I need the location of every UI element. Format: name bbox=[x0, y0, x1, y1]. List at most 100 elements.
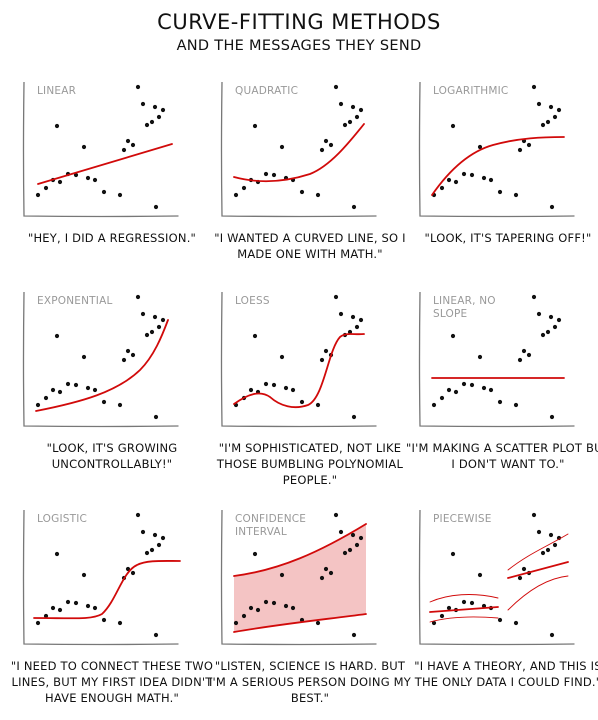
data-point bbox=[549, 632, 555, 638]
data-point bbox=[315, 192, 321, 198]
data-point bbox=[81, 354, 87, 360]
data-point bbox=[347, 119, 353, 125]
data-point bbox=[125, 138, 131, 144]
data-point bbox=[350, 314, 356, 320]
data-point bbox=[101, 617, 107, 623]
panel-quadratic: QUADRATIC "I WANTED A CURVED LINE, SO I … bbox=[214, 82, 406, 292]
data-point bbox=[333, 84, 339, 90]
data-point bbox=[319, 147, 325, 153]
panel-label: LINEAR, NO SLOPE bbox=[433, 295, 496, 320]
data-point bbox=[354, 114, 360, 120]
data-point bbox=[342, 122, 348, 128]
data-point bbox=[358, 107, 364, 113]
data-point bbox=[323, 566, 329, 572]
data-point bbox=[73, 382, 79, 388]
data-point bbox=[156, 542, 162, 548]
data-point bbox=[446, 387, 452, 393]
error-curve bbox=[507, 575, 569, 611]
data-point bbox=[299, 399, 305, 405]
plot-canvas bbox=[22, 82, 179, 218]
data-point bbox=[347, 547, 353, 553]
error-curve bbox=[429, 594, 499, 603]
data-point bbox=[531, 84, 537, 90]
data-point bbox=[536, 529, 542, 535]
data-point bbox=[552, 324, 558, 330]
data-point bbox=[130, 570, 136, 576]
panel-confidence-interval: CONFIDENCE INTERVAL "LISTEN, SCIENCE IS … bbox=[209, 510, 411, 720]
plot-canvas bbox=[220, 292, 377, 428]
data-point bbox=[540, 122, 546, 128]
data-point bbox=[130, 142, 136, 148]
data-point bbox=[279, 354, 285, 360]
data-point bbox=[521, 348, 527, 354]
data-point bbox=[338, 101, 344, 107]
data-point bbox=[156, 324, 162, 330]
plot-loess bbox=[220, 292, 400, 437]
data-point bbox=[450, 333, 456, 339]
plot-confidence-interval bbox=[220, 510, 400, 655]
panel-label: LOESS bbox=[235, 295, 270, 307]
data-point bbox=[351, 414, 357, 420]
data-point bbox=[517, 357, 523, 363]
data-point bbox=[57, 179, 63, 185]
data-point bbox=[545, 119, 551, 125]
plot-canvas bbox=[220, 510, 377, 646]
panel-logistic: LOGISTIC "I NEED TO CONNECT THESE TWO LI… bbox=[11, 510, 213, 720]
panel-linear-no-slope: LINEAR, NO SLOPE "I'M MAKING A SCATTER P… bbox=[406, 292, 598, 502]
plot-canvas bbox=[418, 292, 575, 428]
data-point bbox=[57, 607, 63, 613]
data-point bbox=[545, 329, 551, 335]
panel-caption: "I WANTED A CURVED LINE, SO I MADE ONE W… bbox=[214, 231, 406, 261]
data-point bbox=[319, 357, 325, 363]
data-point bbox=[248, 605, 254, 611]
data-point bbox=[338, 529, 344, 535]
data-point bbox=[43, 395, 49, 401]
panel-label: CONFIDENCE INTERVAL bbox=[235, 513, 307, 538]
data-point bbox=[488, 387, 494, 393]
data-point bbox=[252, 333, 258, 339]
panel-label: LINEAR bbox=[37, 85, 77, 97]
panel-label: EXPONENTIAL bbox=[37, 295, 113, 307]
data-point bbox=[140, 311, 146, 317]
fit-curve bbox=[35, 319, 169, 412]
panel-caption: "LISTEN, SCIENCE IS HARD. BUT I'M A SERI… bbox=[208, 659, 412, 705]
data-point bbox=[323, 138, 329, 144]
data-point bbox=[156, 114, 162, 120]
data-point bbox=[241, 185, 247, 191]
data-point bbox=[497, 617, 503, 623]
data-point bbox=[453, 389, 459, 395]
data-point bbox=[160, 535, 166, 541]
data-point bbox=[125, 348, 131, 354]
data-point bbox=[81, 144, 87, 150]
data-point bbox=[252, 123, 258, 129]
data-point bbox=[431, 402, 437, 408]
data-point bbox=[358, 535, 364, 541]
data-point bbox=[263, 381, 269, 387]
data-point bbox=[54, 333, 60, 339]
plot-axes bbox=[418, 82, 575, 218]
plot-axes bbox=[220, 82, 377, 218]
data-point bbox=[81, 572, 87, 578]
plot-canvas bbox=[220, 82, 377, 218]
panel-caption: "HEY, I DID A REGRESSION." bbox=[27, 231, 197, 245]
data-point bbox=[85, 385, 91, 391]
data-point bbox=[85, 603, 91, 609]
plot-logistic bbox=[22, 510, 202, 655]
data-point bbox=[549, 204, 555, 210]
data-point bbox=[279, 144, 285, 150]
data-point bbox=[144, 332, 150, 338]
panel-label: QUADRATIC bbox=[235, 85, 299, 97]
plot-canvas bbox=[418, 82, 575, 218]
data-point bbox=[513, 192, 519, 198]
data-point bbox=[35, 192, 41, 198]
lower-bound-curve bbox=[233, 613, 367, 633]
data-point bbox=[117, 620, 123, 626]
fit-curve bbox=[37, 143, 173, 185]
data-point bbox=[299, 189, 305, 195]
data-point bbox=[263, 599, 269, 605]
data-point bbox=[536, 311, 542, 317]
plot-piecewise bbox=[418, 510, 598, 655]
data-point bbox=[117, 192, 123, 198]
data-point bbox=[548, 314, 554, 320]
data-point bbox=[290, 605, 296, 611]
